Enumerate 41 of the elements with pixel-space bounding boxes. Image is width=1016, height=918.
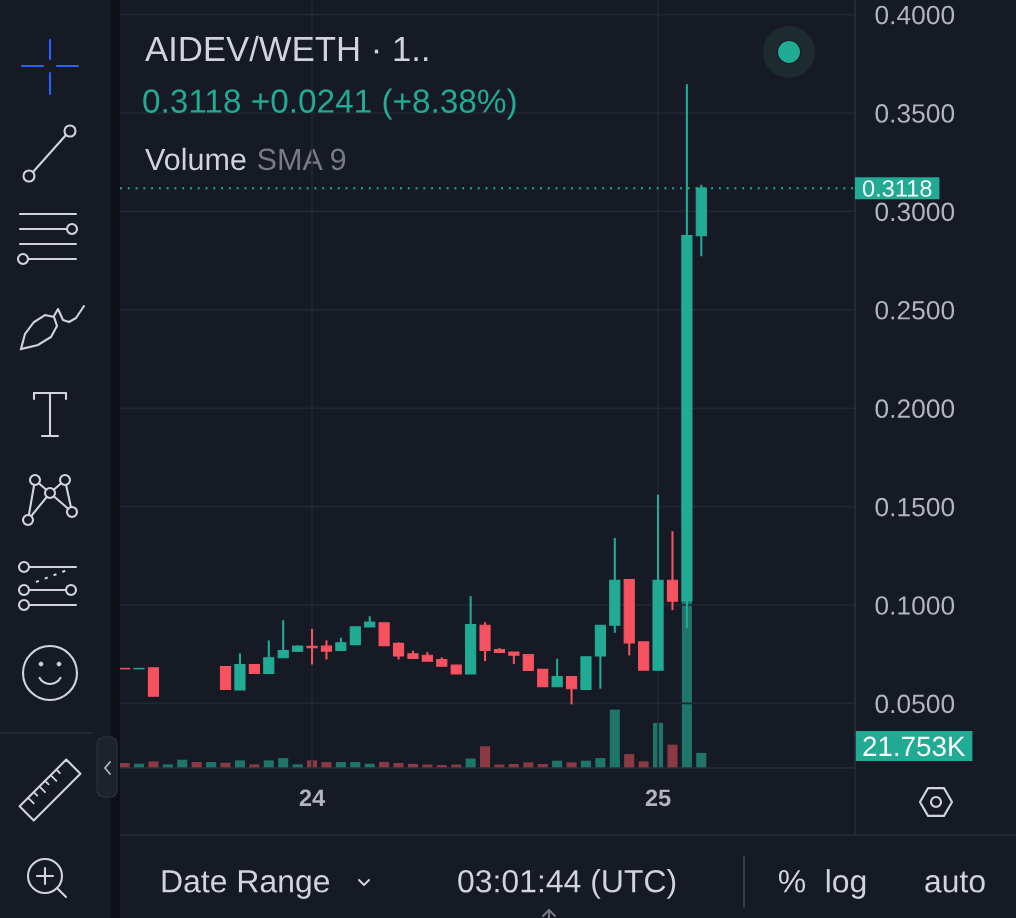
y-tick-label: 0.1000 <box>875 596 955 615</box>
y-tick-label: 0.3500 <box>875 104 955 123</box>
y-tick-label: 0.0500 <box>875 694 955 714</box>
bar <box>624 754 635 768</box>
candlestick <box>551 657 563 688</box>
text: auto <box>925 871 985 893</box>
text: 03:01:44 (UTC) <box>458 869 676 899</box>
candlestick <box>219 665 232 691</box>
y-tick-label: 0.2000 <box>875 399 955 419</box>
x-tick-label: 24 <box>299 789 326 806</box>
y-tick-label: 0.4000 <box>875 5 955 25</box>
chart-subtitle: SMA 9 <box>258 148 346 171</box>
bar <box>148 761 159 768</box>
candlestick <box>263 639 275 675</box>
bar <box>696 752 707 768</box>
candlestick <box>565 675 578 706</box>
bar <box>480 746 491 768</box>
candlestick <box>378 621 390 647</box>
candlestick <box>666 530 679 612</box>
text: 21.753K <box>863 736 966 757</box>
text: % <box>778 870 806 893</box>
y-tick-label: 0.3000 <box>875 202 955 222</box>
bar <box>278 758 289 768</box>
text: AIDEV/WETH · 1.. <box>145 35 428 62</box>
bar <box>609 709 620 768</box>
bar <box>321 762 332 768</box>
chart-title: Volume <box>145 147 246 171</box>
candlestick <box>277 619 289 659</box>
bar <box>263 760 274 768</box>
y-tick-label: 0.1500 <box>875 497 955 517</box>
x-tick-label: 25 <box>645 789 671 807</box>
text: log <box>826 869 866 899</box>
ref-line-label: 0.3118 <box>862 180 932 197</box>
bar <box>234 760 245 768</box>
y-tick-label: 0.2500 <box>875 300 955 320</box>
text: Date Range <box>162 870 330 899</box>
bar <box>667 744 678 768</box>
text: 0.3118 +0.0241 (+8.38%) <box>143 88 516 120</box>
bar <box>638 761 649 768</box>
bar <box>595 758 606 768</box>
candlestick <box>320 639 333 661</box>
